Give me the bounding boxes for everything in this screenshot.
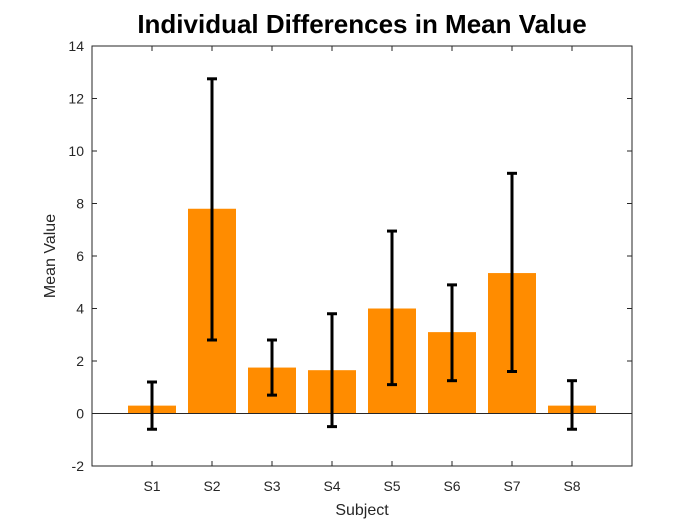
y-tick-label: 8 — [76, 196, 84, 212]
x-tick-label: S4 — [323, 478, 340, 494]
x-tick-label: S5 — [383, 478, 400, 494]
x-tick-label: S6 — [443, 478, 460, 494]
x-tick-label: S1 — [143, 478, 160, 494]
y-tick-label: 6 — [76, 248, 84, 264]
y-tick-label: 4 — [76, 301, 84, 317]
x-axis-label: Subject — [335, 502, 389, 519]
x-tick-label: S3 — [263, 478, 280, 494]
y-tick-label: 0 — [76, 406, 84, 422]
plot-area: -2 0 2 4 6 8 10 12 14 S1 S2 S3 S4 S5 S6 S7 S8 — [68, 38, 633, 494]
y-tick-label: 10 — [68, 143, 84, 159]
chart-title: Individual Differences in Mean Value — [137, 9, 586, 39]
y-tick-label: -2 — [72, 458, 85, 474]
x-tick-label: S8 — [563, 478, 580, 494]
x-tick-label: S2 — [203, 478, 220, 494]
y-tick-label: 14 — [68, 38, 84, 54]
y-axis-label: Mean Value — [42, 214, 59, 298]
axes-box — [91, 45, 633, 467]
y-tick-label: 12 — [68, 91, 84, 107]
y-tick-label: 2 — [76, 353, 84, 369]
x-tick-label: S7 — [503, 478, 520, 494]
